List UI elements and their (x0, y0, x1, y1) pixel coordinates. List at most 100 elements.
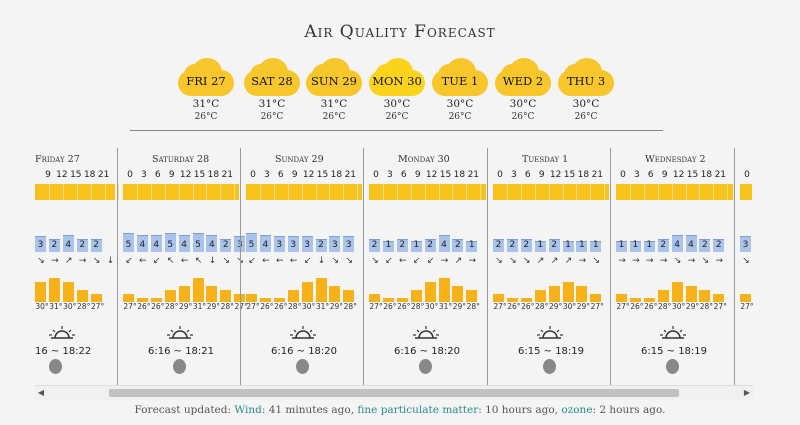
temperature-value: 31° (315, 302, 330, 311)
temperature-bar (136, 298, 148, 302)
temperature-bar (576, 286, 588, 302)
aqi-bar[interactable] (493, 184, 609, 200)
temperature-value: 30° (671, 302, 686, 311)
day-label: WED 2 (502, 74, 544, 88)
wind-arrow-icon: → (468, 256, 477, 266)
forecast-updated-note: Forecast updated: Wind: 41 minutes ago, … (0, 404, 800, 416)
scroll-left-arrow-icon[interactable]: ◀ (37, 388, 45, 397)
wave-bar (301, 236, 313, 252)
aqi-bar-tick (62, 184, 64, 200)
wind-arrow-icon: ↓ (208, 256, 217, 266)
temperature-bar (315, 278, 327, 302)
temperature-bar (273, 298, 285, 302)
ozone-link[interactable]: ozone (561, 404, 593, 416)
wind-arrow-icon: ← (276, 256, 284, 266)
low-temp: 26°C (260, 112, 284, 122)
day-column-title: Friday 27 (35, 154, 80, 165)
hour-label: 0 (250, 170, 256, 180)
hour-label: 12 (425, 170, 438, 180)
day-forecast-card[interactable]: SUN 29 31°C 26°C (306, 58, 362, 126)
wave-value: 1 (413, 240, 420, 250)
aqi-bar[interactable] (246, 184, 362, 200)
aqi-bar-tick (118, 184, 120, 200)
aqi-bar-tick (713, 184, 715, 200)
wave-value: 5 (167, 240, 174, 250)
low-temp: 26°C (574, 112, 598, 122)
wave-value: 1 (565, 240, 571, 250)
temperature-chart (123, 276, 246, 302)
day-forecast-card[interactable]: SAT 28 31°C 26°C (244, 58, 300, 126)
wave-bar (76, 239, 88, 252)
day-forecast-card[interactable]: WED 2 30°C 26°C (495, 58, 551, 126)
temperature-bar (343, 290, 355, 302)
aqi-bar-tick (699, 184, 701, 200)
temperature-value: 26° (397, 302, 411, 311)
temperature-bar (90, 294, 102, 302)
sunrise-sunset-time: 6:16 ~ 18:21 (148, 346, 215, 357)
temperature-bar (164, 290, 176, 302)
scroll-right-arrow-icon[interactable]: ▶ (743, 388, 751, 397)
temperature-bar (150, 298, 162, 302)
wind-arrow-icon: → (715, 256, 724, 266)
day-forecast-card[interactable]: THU 3 30°C 26°C (558, 58, 614, 126)
aqi-bar-tick (590, 184, 592, 200)
aqi-bar-tick (104, 184, 106, 200)
pm-link[interactable]: fine particulate matter (357, 404, 479, 416)
wave-value: 1 (468, 240, 475, 250)
hour-label: 0 (497, 170, 503, 180)
wave-value: 4 (441, 240, 447, 250)
wave-bar (520, 239, 532, 252)
hour-label: 0 (620, 170, 626, 180)
temperature-value: 27° (740, 302, 753, 311)
wind-arrow-icon: ↗ (454, 256, 463, 266)
high-temp: 30°C (446, 98, 474, 110)
hourly-timeline[interactable]: Friday 27 9 12 15 18 21 3 2 4 2 2 ↘ → ↗ → ↘ ↓ 30° 31° 30° 28… (35, 148, 753, 388)
aqi-bar[interactable] (123, 184, 239, 200)
temperature-value: 28° (288, 302, 302, 311)
aqi-bar[interactable] (740, 184, 752, 200)
aqi-bar[interactable] (616, 184, 733, 200)
aqi-bar-tick (206, 184, 208, 200)
temperature-value: 26° (630, 302, 644, 311)
scrollbar-thumb[interactable] (109, 389, 679, 397)
wind-link[interactable]: Wind (234, 404, 262, 416)
wave-bar (740, 236, 751, 252)
aqi-bar-tick (220, 184, 222, 200)
day-forecast-card[interactable]: TUE 1 30°C 26°C (432, 58, 488, 126)
aqi-bar-tick (671, 184, 673, 200)
wave-bar (382, 241, 394, 252)
daily-forecast-row: FRI 27 31°C 26°C SAT 28 31°C 26°C SUN 29 31°C 26… (178, 58, 638, 128)
temperature-value: 27° (369, 302, 383, 311)
hour-label: 12 (672, 170, 685, 180)
day-label: THU 3 (566, 74, 606, 88)
sunrise-icon (288, 324, 318, 344)
horizontal-scrollbar[interactable]: ◀ ▶ (35, 385, 753, 400)
day-label: SAT 28 (251, 74, 293, 88)
aqi-bar[interactable] (369, 184, 486, 200)
hour-label: 0 (373, 170, 379, 180)
moon-phase-icon (666, 359, 679, 374)
temperature-value: 31° (192, 302, 207, 311)
temperature-bar (520, 298, 532, 302)
aqi-bar-tick (452, 184, 454, 200)
wave-bar (396, 239, 408, 252)
hour-label: 12 (302, 170, 315, 180)
aqi-bar[interactable] (35, 184, 148, 200)
day-forecast-card[interactable]: FRI 27 31°C 26°C (178, 58, 234, 126)
day-column-title: Sunday 29 (275, 154, 324, 165)
hour-label: 18 (330, 170, 343, 180)
temperature-bar (685, 286, 697, 302)
wave-bar (329, 236, 341, 252)
temperature-bar (246, 294, 257, 302)
temperature-value: 27° (590, 302, 604, 311)
day-forecast-card[interactable]: MON 30 30°C 26°C (369, 58, 425, 126)
cloud-icon (438, 64, 460, 86)
hour-label: 3 (511, 170, 517, 180)
wave-value: 1 (646, 240, 653, 250)
temperature-value: 30° (562, 302, 577, 311)
moon-phase-icon (173, 359, 186, 374)
wave-value: 3 (742, 240, 749, 250)
